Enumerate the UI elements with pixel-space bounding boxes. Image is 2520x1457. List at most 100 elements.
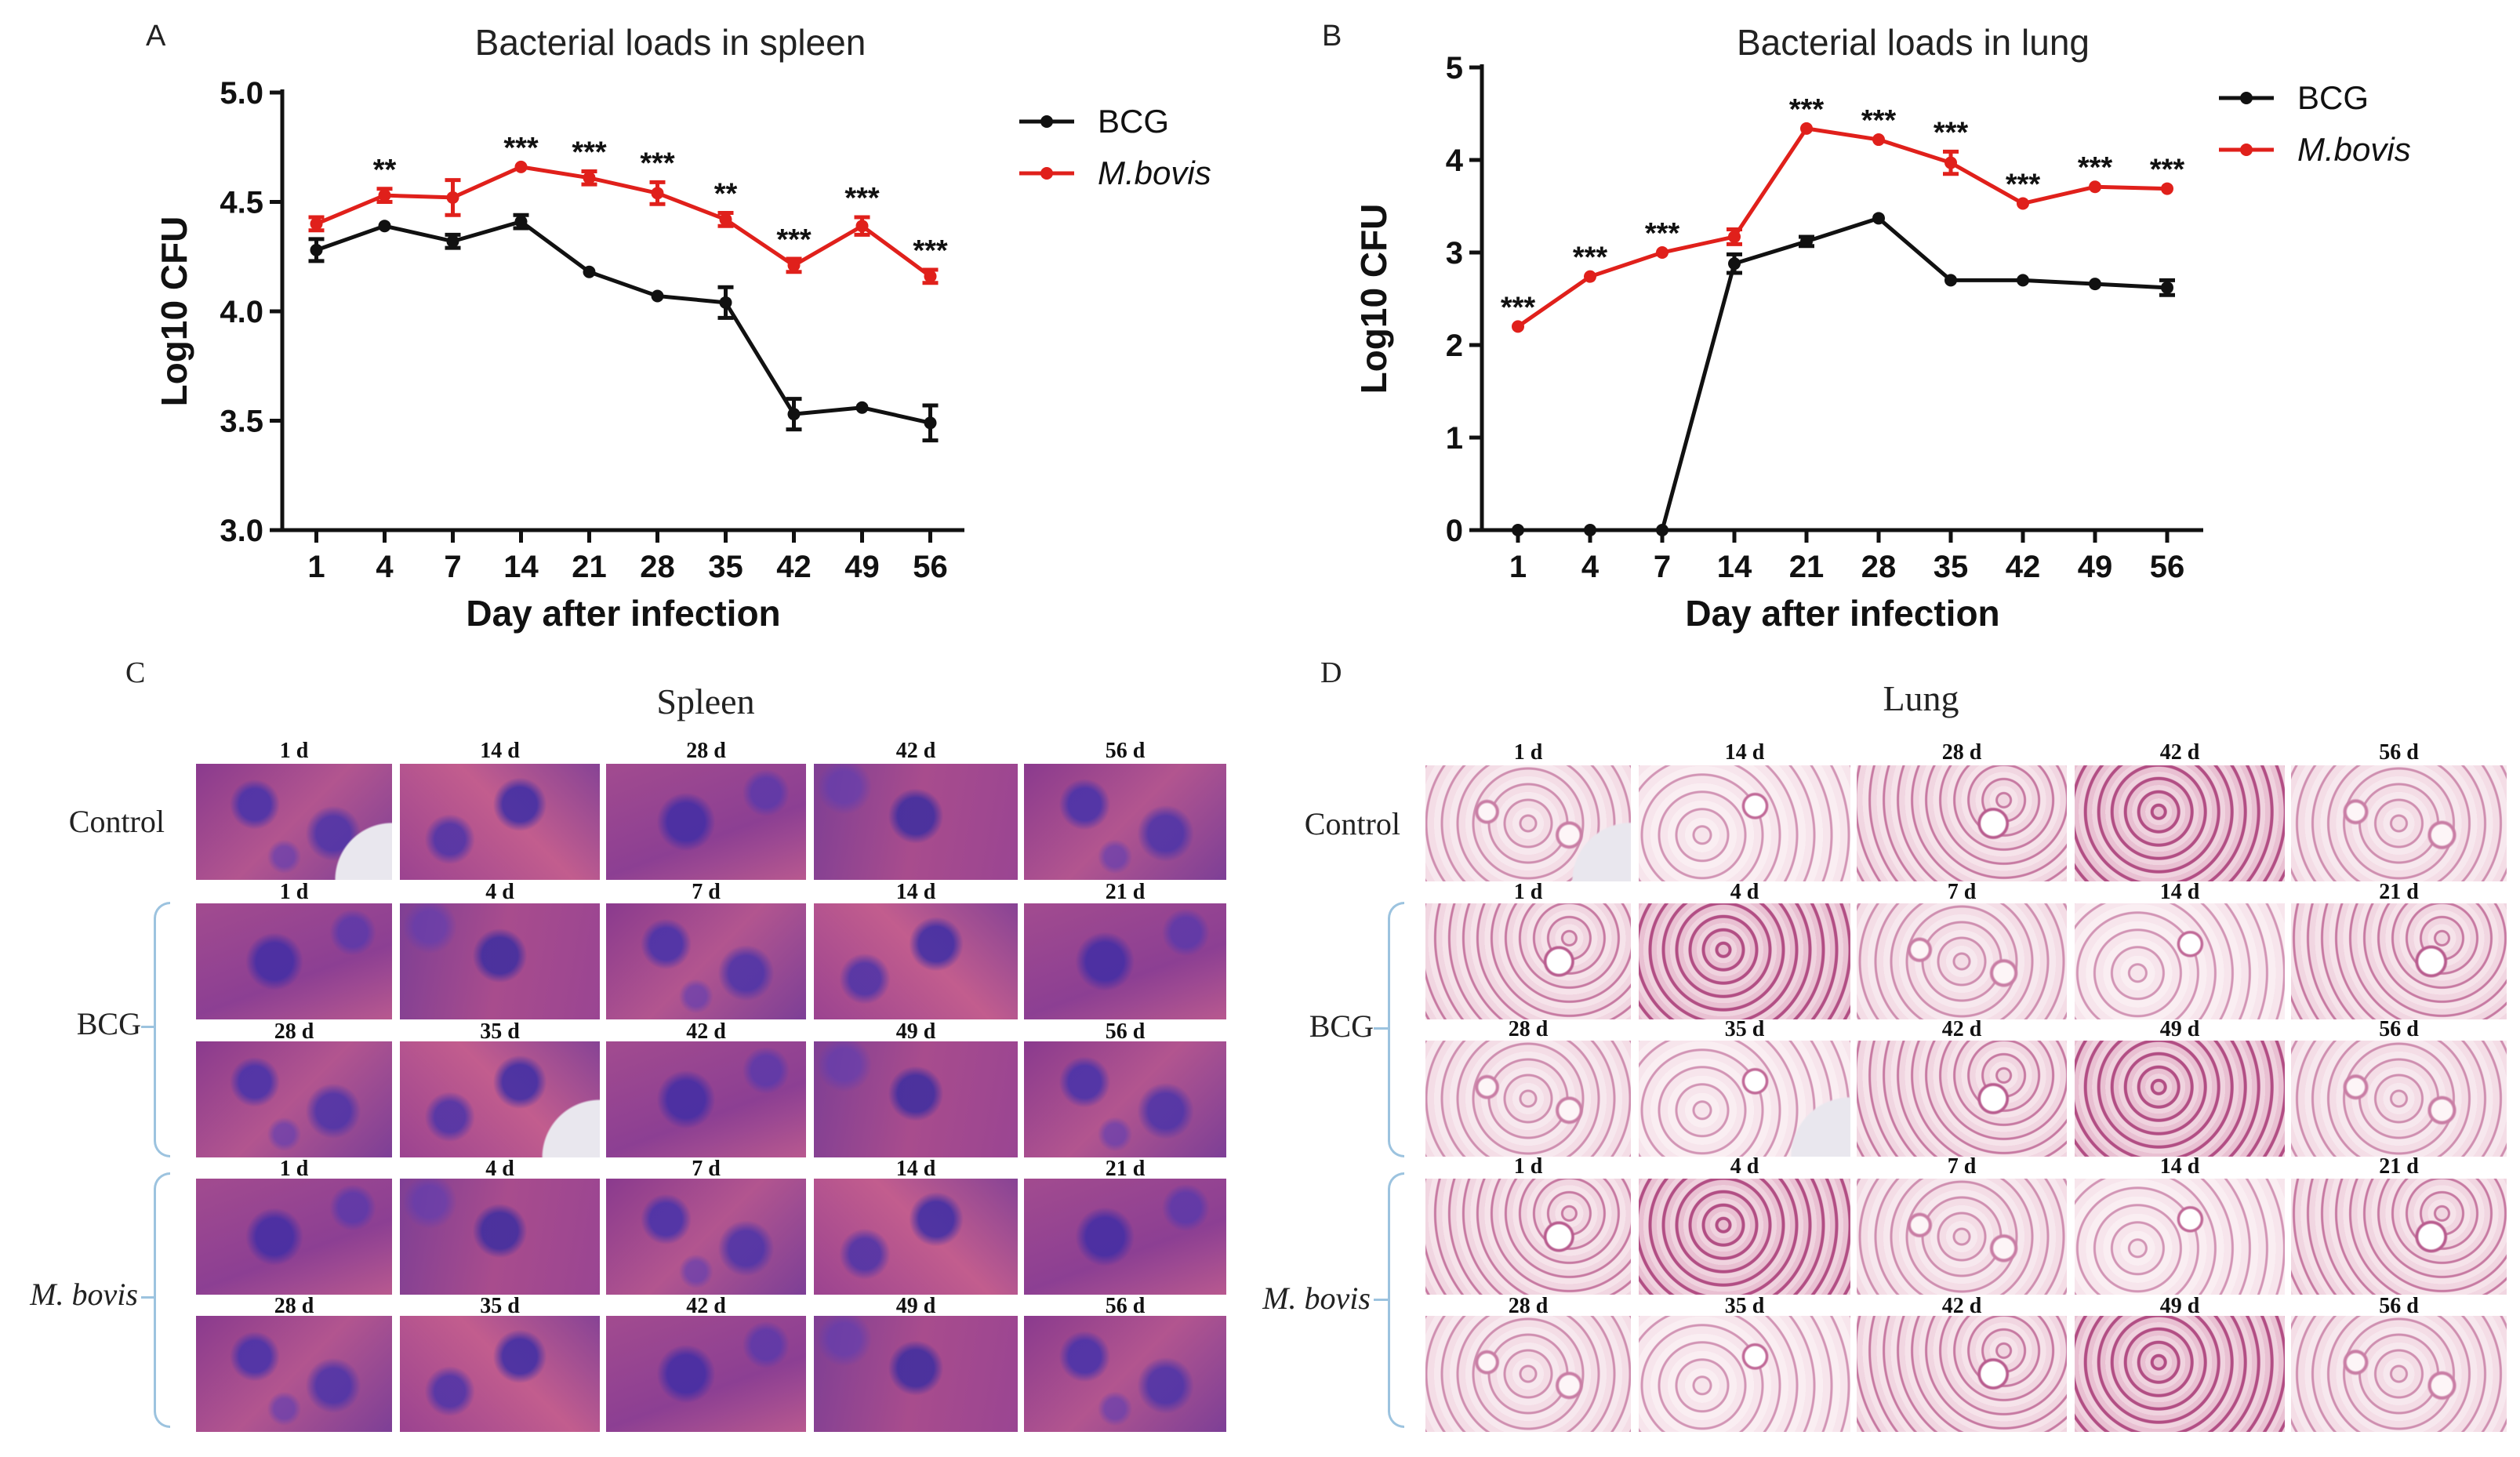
spleen-day-label: 42 d: [686, 1019, 726, 1044]
panel-b-x-tick-label: 14: [1717, 550, 1752, 584]
lung-tile: [1857, 1179, 2067, 1295]
panel-b-x-tick-label: 21: [1789, 550, 1825, 584]
spleen-day-label: 56 d: [1105, 739, 1146, 763]
panel-b-mbovis-point: [2017, 197, 2029, 210]
spleen-day-label: 21 d: [1105, 880, 1146, 904]
panel-b-bcg-point: [1728, 257, 1741, 271]
mbovis-brace-tick: [141, 1296, 155, 1299]
spleen-tile: [814, 1179, 1018, 1295]
spleen-tile: [400, 903, 600, 1019]
panel-a-x-tick-label: 21: [572, 550, 607, 584]
lung-tile: [1857, 903, 2067, 1019]
panel-a-x-tick-label: 28: [640, 550, 675, 584]
spleen-tile: [400, 1041, 600, 1157]
bcg-group-label: BCG: [76, 1006, 141, 1041]
panel-b-significance-label: ***: [2150, 154, 2185, 187]
mbovis-brace: [154, 1172, 170, 1428]
lung-day-label: 42 d: [1941, 1017, 1982, 1041]
spleen-tile: [1024, 1179, 1226, 1295]
panel-b-mbovis-point: [1872, 133, 1885, 147]
lung-day-label: 28 d: [1508, 1017, 1549, 1041]
panel-b-title: Bacterial loads in lung: [1737, 22, 2090, 63]
spleen-tile: [814, 903, 1018, 1019]
panel-b-mbovis-point: [1944, 156, 1957, 169]
spleen-day-label: 4 d: [485, 1157, 514, 1181]
panel-a-x-axis-label: Day after infection: [466, 593, 780, 634]
lung-day-label: 28 d: [1508, 1294, 1549, 1318]
lung-day-label: 56 d: [2379, 1294, 2419, 1318]
spleen-day-label: 42 d: [895, 739, 936, 763]
lung-tile: [2291, 1041, 2507, 1157]
spleen-tile: [606, 764, 806, 880]
panel-b-significance-label: ***: [1501, 291, 1536, 324]
spleen-tile: [1024, 1316, 1226, 1432]
panel-b-bcg-point: [1584, 524, 1596, 536]
panel-b-bcg-point: [2161, 281, 2173, 294]
panel-a-mbovis-point: [855, 220, 869, 233]
lung-bcg-group-label: BCG: [1309, 1008, 1374, 1044]
panel-a-bcg-point: [719, 296, 732, 309]
panel-b-significance-label: ***: [1645, 217, 1680, 250]
panel-b-x-axis-label: Day after infection: [1685, 593, 1999, 634]
panel-a-x-tick-label: 56: [913, 550, 948, 584]
spleen-day-label: 28 d: [274, 1294, 314, 1318]
spleen-tile: [196, 1041, 392, 1157]
panel-a-legend-marker: [1040, 115, 1053, 128]
panel-b-x-tick-label: 35: [1934, 550, 1969, 584]
panel-b-mbovis-point: [1656, 246, 1669, 259]
panel-a-mbovis-point: [583, 171, 596, 184]
lung-tile: [1857, 1041, 2067, 1157]
panel-a-y-tick-label: 4.5: [220, 186, 263, 220]
panel-a-significance-label: **: [373, 154, 397, 187]
panel-a-bcg-point: [446, 234, 459, 248]
lung-day-label: 56 d: [2379, 740, 2419, 765]
lung-tile: [1639, 1179, 1850, 1295]
lung-day-label: 1 d: [1513, 1154, 1543, 1179]
spleen-day-label: 14 d: [480, 739, 520, 763]
spleen-tile: [196, 903, 392, 1019]
lung-day-label: 14 d: [1724, 740, 1765, 765]
panel-a-bcg-point: [378, 220, 391, 233]
panel-b-significance-label: ***: [2078, 151, 2113, 184]
panel-b-significance-label: ***: [2006, 168, 2041, 201]
panel-b-mbovis-point: [1512, 320, 1524, 333]
panel-b-mbovis-point: [1800, 122, 1813, 135]
panel-a-mbovis-point: [378, 189, 391, 202]
spleen-day-label: 1 d: [279, 1157, 309, 1181]
spleen-tile: [814, 1316, 1018, 1432]
panel-b-mbovis-line: [1516, 126, 2168, 329]
panel-b-y-axis-label: Log10 CFU: [1353, 204, 1394, 394]
panel-a-bcg-line: [315, 219, 931, 425]
panel-b-x-tick-label: 28: [1861, 550, 1897, 584]
panel-a-mbovis-point: [924, 270, 937, 283]
panel-a-mbovis-point: [719, 213, 732, 226]
panel-a-mbovis-line: [315, 165, 931, 278]
spleen-day-label: 49 d: [895, 1294, 936, 1318]
panel-b-x-tick-label: 42: [2006, 550, 2041, 584]
panel-b-letter: B: [1322, 20, 1342, 53]
lung-tile: [2075, 1316, 2285, 1432]
spleen-tile: [1024, 764, 1226, 880]
control-row-label: Control: [68, 804, 165, 839]
spleen-day-label: 35 d: [480, 1294, 520, 1318]
lung-tile: [2075, 1179, 2285, 1295]
spleen-title: Spleen: [656, 681, 755, 721]
mbovis-group-label: M. bovis: [30, 1277, 138, 1312]
lung-tile: [1425, 1179, 1631, 1295]
lung-mbovis-group-label: M. bovis: [1262, 1281, 1371, 1316]
panel-b-mbovis-point: [2161, 182, 2173, 195]
lung-day-label: 4 d: [1730, 880, 1759, 904]
lung-day-label: 14 d: [2159, 880, 2200, 904]
panel-a-mbovis-point: [514, 160, 528, 173]
panel-b-y-tick-label: 3: [1446, 236, 1463, 271]
lung-day-label: 21 d: [2379, 880, 2419, 904]
lung-tile: [1857, 1316, 2067, 1432]
lung-tile: [2291, 1316, 2507, 1432]
panel-a-legend-label: M.bovis: [1098, 154, 1211, 191]
panel-b-y-tick-label: 0: [1446, 514, 1463, 548]
spleen-tile: [606, 1179, 806, 1295]
lung-tile: [1639, 1041, 1850, 1157]
panel-a-y-tick-label: 4.0: [220, 295, 263, 329]
panel-b-bcg-point: [1800, 234, 1813, 248]
panel-a-significance-label: ***: [844, 182, 880, 215]
